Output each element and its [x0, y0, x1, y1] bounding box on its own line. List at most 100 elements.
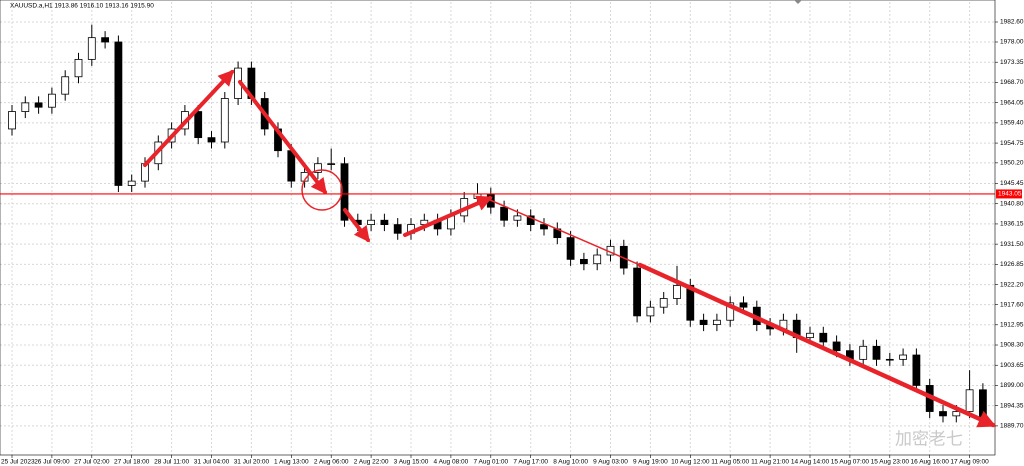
y-tick-label: 1908.30 [1000, 342, 1024, 349]
x-tick-label: 16 Aug 16:00 [911, 459, 950, 466]
candle-body [393, 224, 402, 234]
x-tick-label: 7 Aug 01:00 [473, 459, 508, 466]
y-tick-label: 1903.65 [1000, 362, 1024, 369]
x-tick-label: 2 Aug 22:00 [354, 459, 389, 466]
candle-body [899, 354, 907, 360]
candle-body [127, 180, 136, 186]
arrow-up-1 [143, 69, 235, 167]
y-tick-label: 1899.00 [1000, 382, 1024, 389]
y-tick-label: 1954.75 [1000, 140, 1024, 147]
candle-body [61, 76, 70, 95]
y-tick-label: 1950.20 [1000, 160, 1024, 167]
y-tick-label: 1964.05 [1000, 99, 1024, 106]
x-tick-label: 17 Aug 09:00 [950, 459, 989, 466]
candle-body [659, 298, 668, 308]
x-tick-label: 8 Aug 10:00 [553, 459, 588, 466]
candle-body [220, 98, 229, 143]
candle-body [327, 163, 336, 165]
trend-line [489, 199, 641, 266]
x-tick-label: 31 Jul 20:00 [234, 459, 270, 466]
candle-body [939, 411, 947, 417]
x-tick-label: 7 Aug 17:00 [513, 459, 548, 466]
y-tick-label: 1978.00 [1000, 39, 1024, 46]
y-tick-label: 1889.70 [1000, 423, 1024, 430]
candle-body [673, 285, 681, 299]
x-tick-label: 14 Aug 14:00 [791, 459, 830, 466]
x-tick-label: 11 Aug 05:00 [711, 459, 749, 466]
candle-body [340, 163, 349, 221]
watermark: 加密老七 [895, 429, 963, 448]
y-tick-label: 1959.40 [1000, 120, 1024, 127]
candle-body [8, 111, 16, 130]
candle-body [526, 215, 535, 225]
candle-body [832, 341, 841, 352]
y-tick-label: 1968.70 [1000, 79, 1024, 86]
y-tick-label: 1945.45 [1000, 180, 1024, 187]
candle-body [912, 354, 921, 386]
candle-body [114, 41, 123, 186]
candle-body [580, 258, 588, 265]
candle-body [806, 332, 814, 339]
arrow-up-2 [403, 195, 493, 237]
candle-body [34, 102, 43, 108]
x-tick-label: 25 Jul 2023 [1, 459, 35, 466]
x-tick-label: 9 Aug 19:00 [633, 459, 668, 466]
candle-body [87, 37, 96, 60]
candle-body [473, 193, 482, 199]
candle-body [726, 302, 735, 321]
x-tick-label: 27 Jul 02:00 [74, 459, 110, 466]
y-tick-label: 1936.15 [1000, 221, 1024, 228]
price-label-bg [996, 189, 1022, 199]
arrow-down-1 [238, 80, 327, 195]
candle-body [380, 219, 389, 225]
candle-body [194, 111, 203, 139]
x-tick-label: 11 Aug 21:00 [751, 459, 789, 466]
arrow-down-2 [343, 208, 370, 243]
scroll-marker [794, 0, 802, 4]
x-tick-label: 1 Aug 13:00 [274, 459, 309, 466]
x-tick-label: 3 Aug 15:00 [394, 459, 429, 466]
candle-body [367, 219, 376, 225]
candle-body [287, 150, 296, 182]
candle-body [952, 411, 961, 417]
candle-body [513, 215, 522, 221]
x-tick-label: 15 Aug 07:00 [831, 459, 870, 466]
candle-body [872, 345, 881, 360]
arrow-down-3 [637, 262, 997, 428]
candle-body [713, 319, 721, 325]
plot-frame [0, 0, 996, 456]
candle-body [101, 37, 109, 43]
candle-body [979, 389, 987, 421]
annotations [143, 69, 997, 428]
y-tick-label: 1922.20 [1000, 281, 1024, 288]
x-tick-label: 28 Jul 11:00 [154, 459, 189, 466]
y-tick-label: 1894.35 [1000, 402, 1024, 409]
candle-body [540, 224, 548, 230]
candle-body [739, 302, 748, 308]
y-tick-label: 1982.60 [1000, 19, 1024, 26]
y-tick-label: 1926.85 [1000, 261, 1024, 268]
y-tick-label: 1912.95 [1000, 322, 1024, 329]
circle-highlight [301, 169, 343, 211]
x-tick-label: 4 Aug 08:00 [434, 459, 469, 466]
candle-body [500, 206, 509, 221]
candle-body [48, 93, 56, 108]
x-tick-label: 15 Aug 23:00 [871, 459, 910, 466]
candle-body [699, 319, 708, 325]
x-tick-label: 27 Jul 18:00 [114, 459, 150, 466]
y-tick-label: 1917.60 [1000, 301, 1024, 308]
candle-body [593, 254, 602, 265]
candle-body [21, 102, 30, 112]
candle-body [859, 345, 868, 360]
candle-body [819, 332, 828, 343]
candle-body [965, 389, 974, 412]
x-tick-label: 31 Jul 04:00 [194, 459, 230, 466]
y-tick-label: 1940.80 [1000, 200, 1024, 207]
x-tick-label: 9 Aug 03:00 [593, 459, 628, 466]
candle-body [207, 137, 216, 143]
x-tick-label: 10 Aug 12:00 [671, 459, 710, 466]
candle-body [646, 306, 655, 317]
candle-body [313, 163, 322, 173]
candle-body [566, 237, 575, 260]
